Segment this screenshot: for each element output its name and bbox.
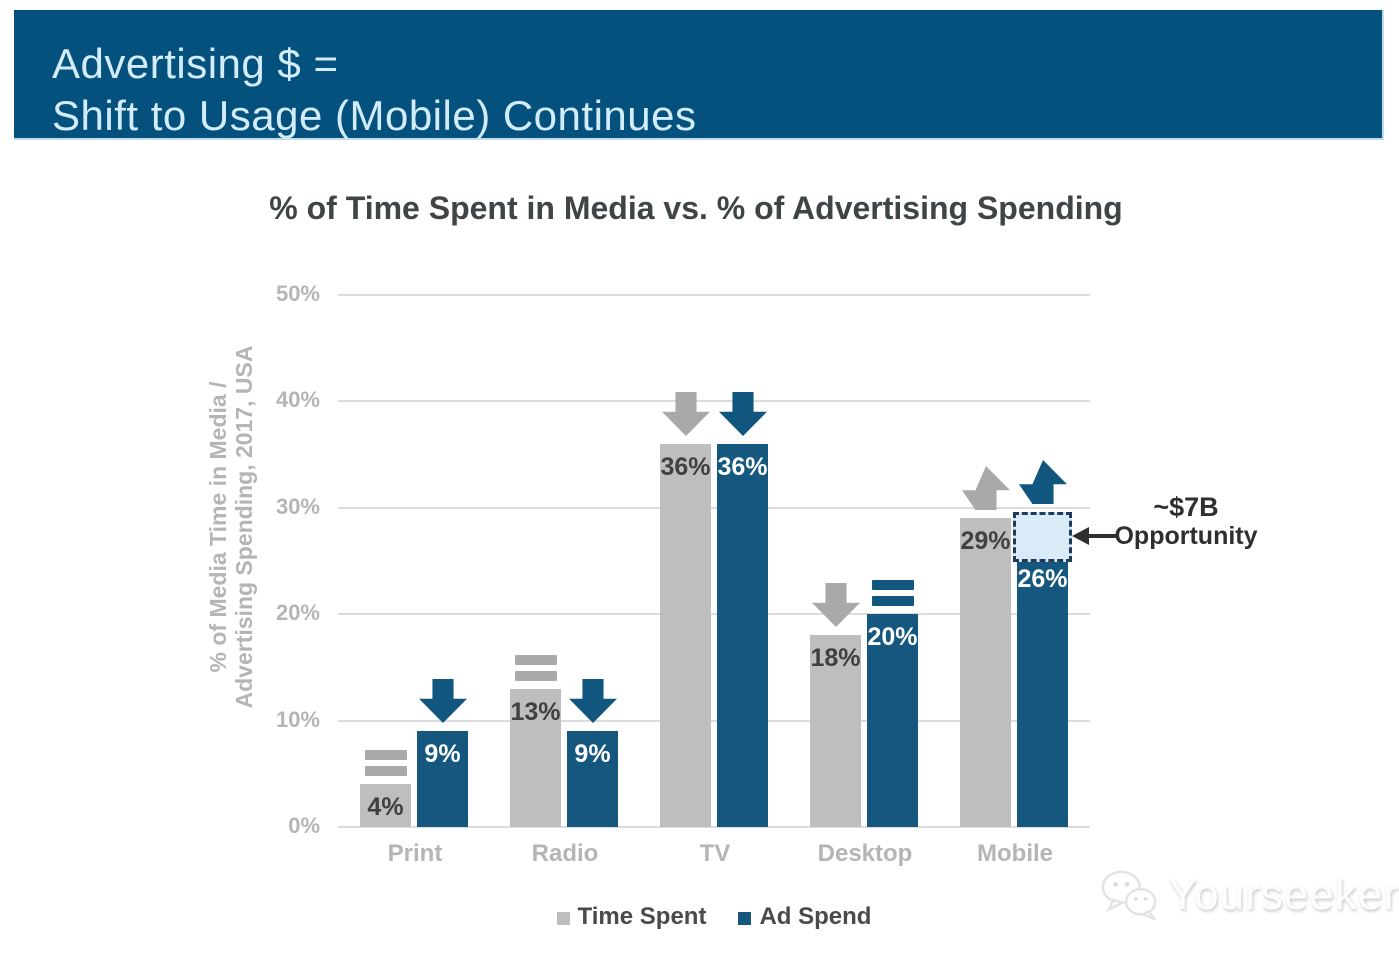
bar-print-time-spent: [360, 784, 411, 827]
opportunity-annotation-label: Opportunity: [1114, 522, 1258, 550]
trend-flat-dash: [872, 580, 914, 590]
chart-title: % of Time Spent in Media vs. % of Advert…: [269, 190, 1123, 226]
y-tick-label: 40%: [275, 387, 320, 412]
opportunity-annotation: ~$7B Opportunity: [1098, 492, 1274, 550]
bar-value-label: 36%: [660, 453, 711, 481]
gridline: [338, 613, 1090, 615]
category-label-tv: TV: [699, 840, 731, 867]
bar-mobile-ad-spend: [1017, 550, 1068, 827]
bar-value-label: 9%: [574, 740, 611, 768]
bar-mobile-time-spent: [960, 518, 1011, 827]
y-tick-label: 30%: [275, 494, 320, 519]
wechat-logo-icon: [1101, 870, 1157, 921]
gridline: [338, 400, 1090, 402]
bar-value-label: 13%: [510, 698, 561, 726]
legend-label-time-spent: Time Spent: [577, 903, 707, 930]
bar-value-label: 18%: [810, 644, 861, 672]
bar-radio-ad-spend: [567, 731, 618, 827]
y-tick-label: 20%: [275, 600, 320, 625]
watermark-text: Yourseeker: [1168, 870, 1399, 919]
legend-label-ad-spend: Ad Spend: [759, 903, 872, 930]
trend-flat-dash: [515, 671, 557, 681]
bar-value-label: 4%: [367, 793, 404, 821]
opportunity-box: [1013, 512, 1072, 562]
opportunity-annotation-value: ~$7B: [1153, 492, 1219, 522]
y-tick-label: 0%: [288, 813, 320, 838]
y-tick-label: 10%: [275, 707, 320, 732]
legend-item-time-spent: Time Spent: [556, 903, 707, 931]
legend-swatch-time-spent: [556, 912, 570, 925]
bar-tv-time-spent: [660, 444, 711, 827]
trend-flat-icon: [365, 750, 407, 776]
y-tick-label: 50%: [275, 281, 320, 306]
gridline: [338, 294, 1090, 296]
bar-value-label: 20%: [867, 623, 918, 651]
bar-value-label: 9%: [424, 740, 461, 768]
trend-flat-dash: [515, 655, 557, 665]
annotation-arrow-head-icon: [1072, 527, 1089, 545]
watermark: Yourseeker: [1100, 866, 1399, 924]
category-label-desktop: Desktop: [817, 840, 913, 867]
trend-flat-dash: [872, 596, 914, 606]
bar-radio-time-spent: [510, 689, 561, 827]
chart-legend: Time Spent Ad Spend: [338, 903, 1090, 931]
annotation-arrow-line: [1088, 534, 1116, 538]
legend-item-ad-spend: Ad Spend: [738, 903, 871, 931]
bar-value-label: 26%: [1017, 565, 1068, 593]
bar-value-label: 29%: [960, 527, 1011, 555]
header-title-line2: Shift to Usage (Mobile) Continues: [52, 92, 697, 139]
gridline: [338, 720, 1090, 722]
bar-tv-ad-spend: [717, 444, 768, 827]
bar-desktop-ad-spend: [867, 614, 918, 827]
trend-flat-dash: [365, 750, 407, 760]
trend-flat-icon: [872, 580, 914, 606]
header-title-line1: Advertising $ =: [52, 40, 339, 87]
gridline: [338, 826, 1090, 828]
bar-desktop-time-spent: [810, 635, 861, 827]
legend-swatch-ad-spend: [738, 912, 752, 925]
bar-value-label: 36%: [717, 453, 768, 481]
category-label-print: Print: [387, 840, 443, 867]
header-bar: Advertising $ = Shift to Usage (Mobile) …: [14, 10, 1384, 140]
trend-flat-icon: [515, 655, 557, 681]
trend-flat-dash: [365, 766, 407, 776]
category-label-mobile: Mobile: [977, 840, 1053, 867]
gridline: [338, 507, 1090, 509]
category-label-radio: Radio: [531, 840, 599, 867]
bar-print-ad-spend: [417, 731, 468, 827]
